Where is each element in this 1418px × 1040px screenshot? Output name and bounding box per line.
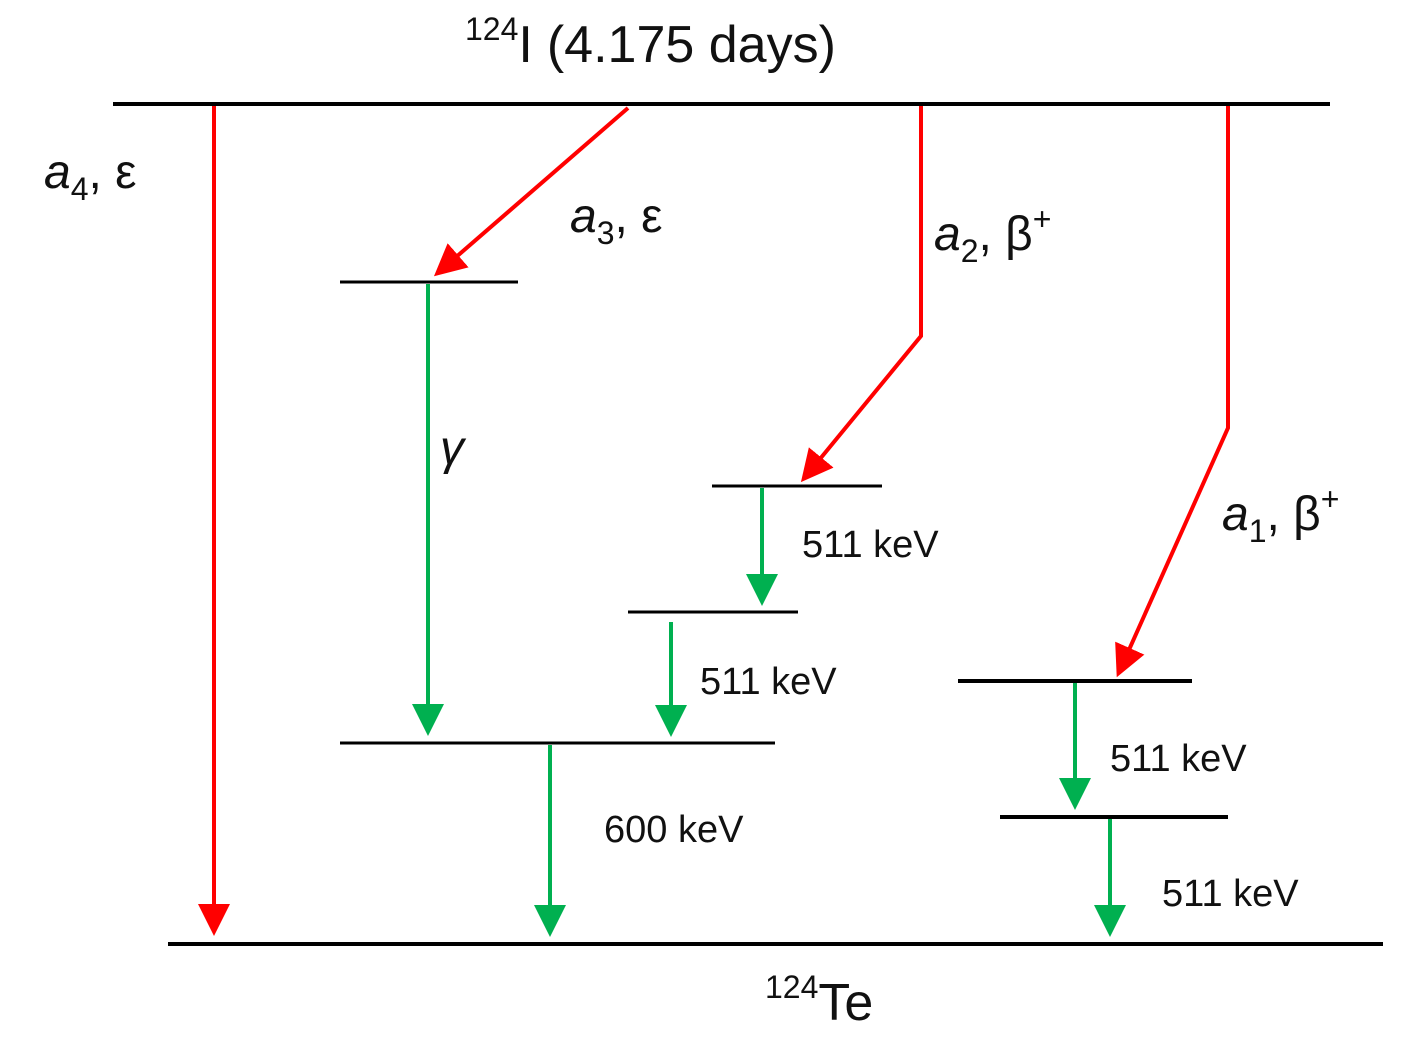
branch-label-a4: a4, ε — [44, 146, 137, 207]
energy-label-a1-1: 511 keV — [1110, 738, 1247, 780]
parent-nuclide-label: 124I (4.175 days) — [465, 11, 836, 74]
a2-decay-arrow — [800, 106, 923, 483]
a3-decay-arrow — [433, 106, 630, 277]
daughter-symbol: Te — [818, 974, 873, 1032]
branch-label-a1: a1, β+ — [1222, 481, 1339, 549]
parent-mass-number: 124 — [465, 11, 518, 47]
parent-symbol: I — [518, 16, 532, 74]
gamma-label: γ — [440, 422, 467, 475]
a1-decay-arrow — [1115, 106, 1230, 678]
daughter-mass-number: 124 — [765, 969, 818, 1005]
energy-label-a2-1: 511 keV — [802, 524, 939, 566]
branch-label-a3: a3, ε — [570, 190, 663, 251]
parent-half-life: (4.175 days) — [547, 16, 836, 74]
energy-label-a1-2: 511 keV — [1162, 873, 1299, 915]
branch-label-a2: a2, β+ — [934, 201, 1051, 269]
energy-label-a2-2: 511 keV — [700, 661, 837, 703]
daughter-nuclide-label: 124Te — [765, 969, 873, 1032]
energy-label-600: 600 keV — [604, 809, 744, 851]
